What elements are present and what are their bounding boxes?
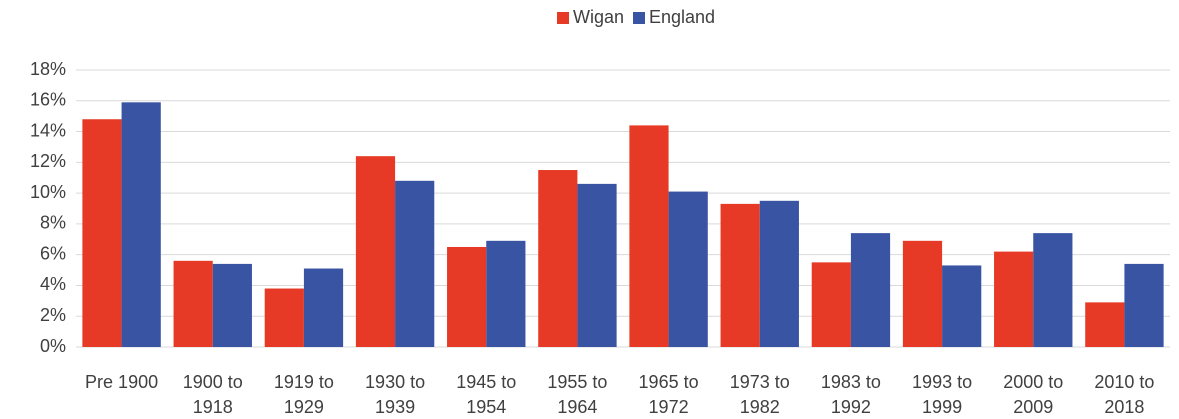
y-tick-label: 12% xyxy=(30,151,66,171)
x-tick-label: 1945 to 1954 xyxy=(456,372,516,417)
bar xyxy=(355,156,396,347)
x-tick-label: 2010 to 2018 xyxy=(1094,372,1154,417)
legend-swatch xyxy=(557,12,569,24)
y-tick-label: 6% xyxy=(40,243,66,263)
x-tick-label: 1955 to 1964 xyxy=(547,372,607,417)
bar xyxy=(121,102,161,347)
y-tick-label: 0% xyxy=(40,336,66,356)
bar xyxy=(811,262,851,347)
x-tick-label: 1900 to 1918 xyxy=(183,372,243,417)
y-tick-label: 2% xyxy=(40,305,66,325)
bar xyxy=(538,170,578,347)
bar xyxy=(447,246,487,347)
x-tick-label: Pre 1900 xyxy=(85,372,158,392)
legend-label: England xyxy=(649,7,715,27)
bar xyxy=(264,288,304,347)
y-tick-label: 18% xyxy=(30,59,66,79)
y-tick-label: 4% xyxy=(40,274,66,294)
x-tick-label: 1930 to 1939 xyxy=(365,372,425,417)
bar xyxy=(303,268,344,347)
bar xyxy=(942,265,982,347)
bar xyxy=(212,263,252,347)
bar xyxy=(994,251,1034,347)
bar xyxy=(1085,302,1125,347)
bar xyxy=(668,191,708,347)
bar xyxy=(82,119,122,347)
x-tick-label: 1993 to 1999 xyxy=(912,372,972,417)
x-tick-label: 1965 to 1972 xyxy=(639,372,699,417)
x-tick-label: 1983 to 1992 xyxy=(821,372,881,417)
y-tick-label: 8% xyxy=(40,213,66,233)
bar xyxy=(1033,233,1073,347)
bar xyxy=(173,260,213,347)
y-tick-label: 16% xyxy=(30,90,66,110)
bar xyxy=(629,125,669,348)
legend-swatch xyxy=(633,12,645,24)
y-tick-label: 14% xyxy=(30,120,66,140)
bar xyxy=(395,180,435,347)
x-tick-label: 1919 to 1929 xyxy=(274,372,334,417)
x-tick-label: 1973 to 1982 xyxy=(730,372,790,417)
bar xyxy=(1124,263,1164,347)
bar xyxy=(486,240,526,347)
bar xyxy=(850,233,891,347)
bar xyxy=(902,240,943,347)
y-tick-label: 10% xyxy=(30,182,66,202)
x-tick-label: 2000 to 2009 xyxy=(1003,372,1063,417)
bar xyxy=(720,203,760,347)
bar xyxy=(759,200,799,347)
bar xyxy=(577,183,617,347)
legend-label: Wigan xyxy=(573,7,624,27)
